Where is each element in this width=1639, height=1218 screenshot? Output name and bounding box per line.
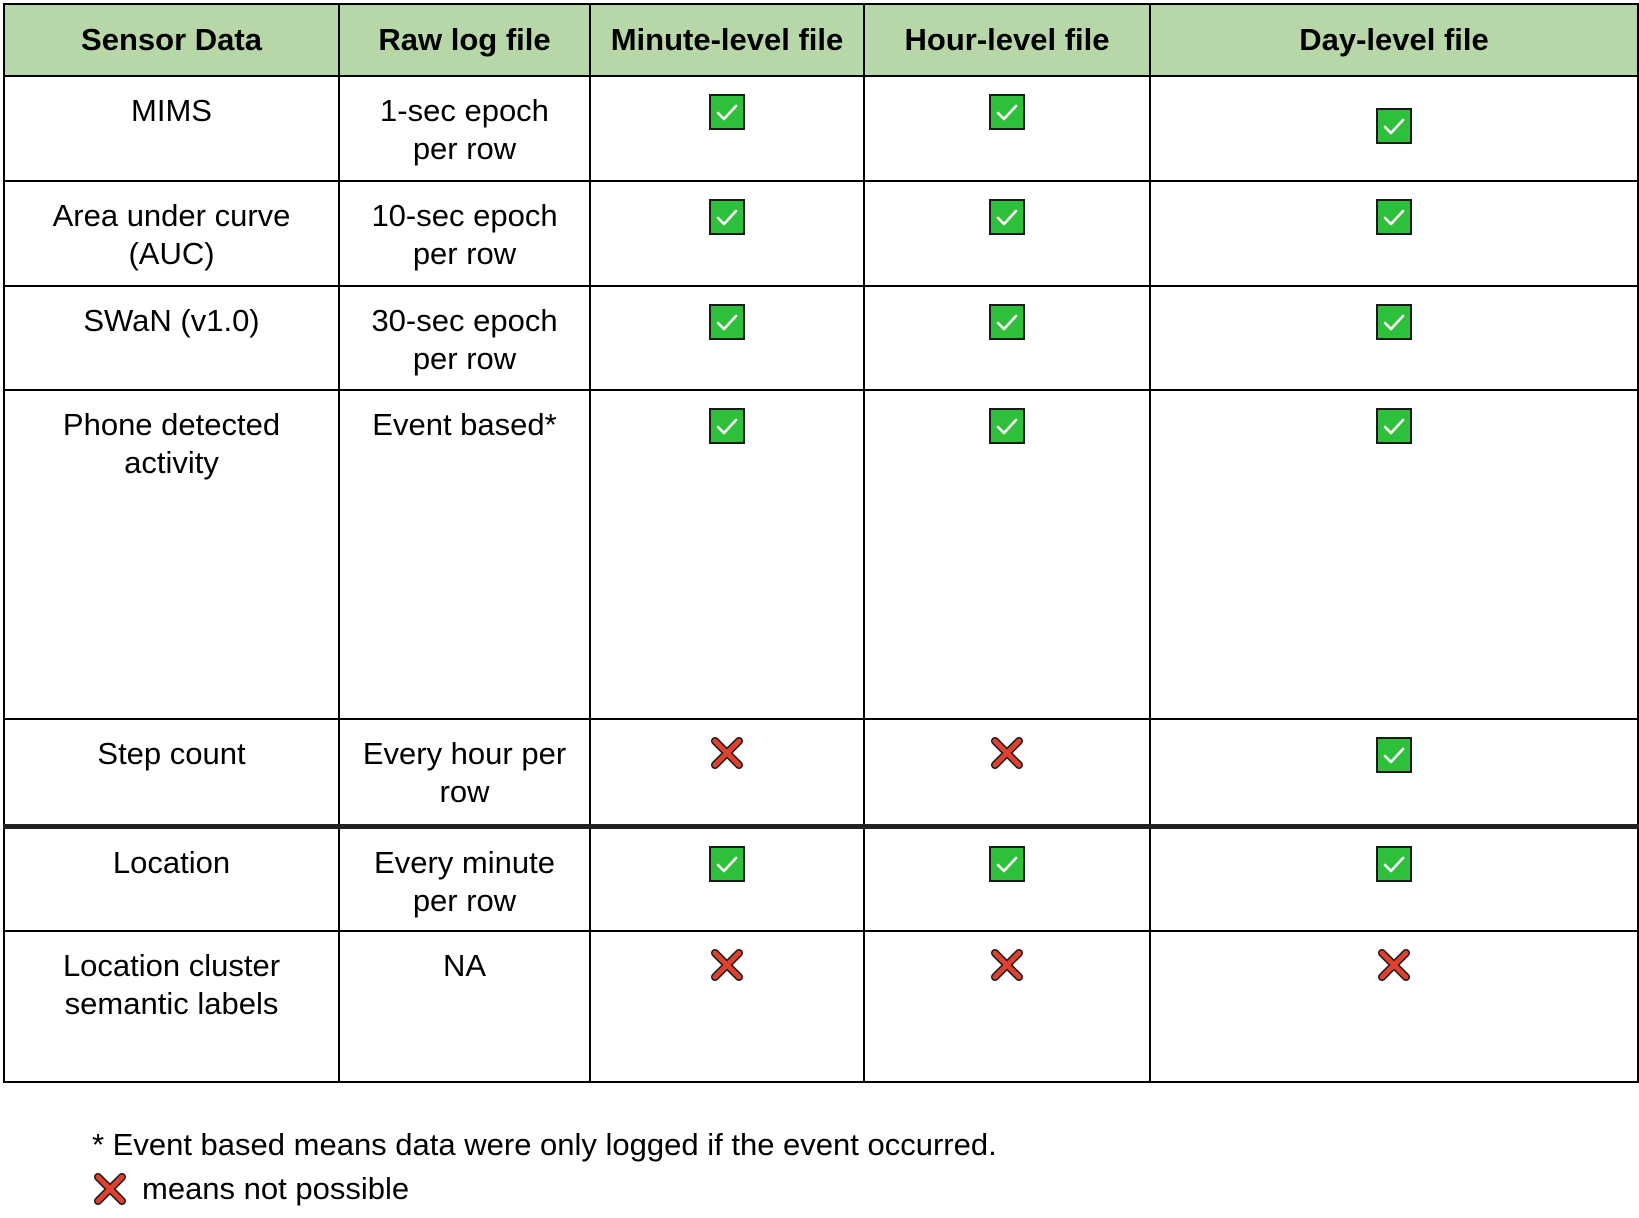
minute-mark-cross-mark-icon	[709, 947, 745, 983]
raw-log-line1: 10-sec epoch	[371, 198, 558, 233]
raw-log-line2: row	[439, 774, 490, 809]
day-level-cell	[1149, 285, 1639, 391]
day-mark-check-mark-icon	[1376, 845, 1412, 882]
raw-log-cell: Every hour per row	[338, 718, 591, 827]
footnote-event-based: * Event based means data were only logge…	[92, 1127, 997, 1162]
header-sensor-data: Sensor Data	[3, 3, 340, 77]
raw-log-line2: per row	[412, 236, 517, 271]
table-row: MIMS 1-sec epoch per row	[3, 75, 1639, 182]
raw-log-cell: NA	[338, 930, 591, 1083]
raw-log-line1: 30-sec epoch	[371, 303, 558, 338]
minute-level-cell	[589, 930, 865, 1083]
sensor-name-line1: Area under curve	[52, 198, 291, 233]
table-row: Step count Every hour per row	[3, 718, 1639, 827]
sensor-cell: Area under curve (AUC)	[3, 180, 340, 287]
sensor-cell: Step count	[3, 718, 340, 827]
hour-mark-cross-mark-icon	[989, 735, 1025, 771]
sensor-cell: SWaN (v1.0)	[3, 285, 340, 391]
raw-log-line2: per row	[412, 341, 517, 376]
raw-log-line1: Every hour per	[362, 736, 567, 771]
sensor-name-line1: Location cluster	[62, 948, 281, 983]
sensor-data-table: Sensor Data Raw log file Minute-level fi…	[3, 3, 1639, 1083]
hour-level-cell	[863, 180, 1151, 287]
minute-mark-check-mark-icon	[709, 304, 745, 340]
raw-log-line1: NA	[442, 948, 487, 983]
minute-mark-check-mark-icon	[709, 408, 745, 444]
sensor-cell: Location	[3, 823, 340, 932]
minute-level-cell	[589, 389, 865, 720]
minute-level-cell	[589, 718, 865, 827]
cross-mark-icon	[92, 1171, 128, 1207]
sensor-name-line2: (AUC)	[128, 236, 215, 271]
hour-level-cell	[863, 75, 1151, 182]
table-row: Location cluster semantic labels NA	[3, 930, 1639, 1083]
raw-log-cell: Event based*	[338, 389, 591, 720]
day-mark-check-mark-icon	[1376, 108, 1412, 144]
hour-level-cell	[863, 823, 1151, 932]
minute-mark-check-mark-icon	[709, 845, 745, 882]
day-level-cell	[1149, 930, 1639, 1083]
sensor-name-line1: Phone detected	[62, 407, 281, 442]
raw-log-cell: 10-sec epoch per row	[338, 180, 591, 287]
hour-level-cell	[863, 285, 1151, 391]
sensor-name-line1: Step count	[97, 736, 246, 771]
hour-mark-check-mark-icon	[989, 199, 1025, 235]
hour-mark-check-mark-icon	[989, 94, 1025, 130]
minute-mark-check-mark-icon	[709, 199, 745, 235]
raw-log-cell: 1-sec epoch per row	[338, 75, 591, 182]
minute-level-cell	[589, 75, 865, 182]
table-row: Phone detected activity Event based*	[3, 389, 1639, 720]
day-mark-check-mark-icon	[1376, 304, 1412, 340]
header-day-level-file: Day-level file	[1149, 3, 1639, 77]
header-minute-level-file: Minute-level file	[589, 3, 865, 77]
day-mark-cross-mark-icon	[1376, 947, 1412, 983]
table-row: SWaN (v1.0) 30-sec epoch per row	[3, 285, 1639, 391]
footnote-not-possible: means not possible	[92, 1170, 409, 1208]
table-row: Location Every minute per row	[3, 823, 1639, 932]
sensor-name-line2: semantic labels	[64, 986, 279, 1021]
hour-mark-check-mark-icon	[989, 408, 1025, 444]
sensor-name-line1: SWaN (v1.0)	[83, 303, 260, 338]
footnote-not-possible-text: means not possible	[142, 1171, 410, 1206]
day-mark-check-mark-icon	[1376, 199, 1412, 235]
raw-log-line1: 1-sec epoch	[380, 93, 549, 128]
header-hour-level-file: Hour-level file	[863, 3, 1151, 77]
raw-log-line2: per row	[412, 131, 517, 166]
table-row: Area under curve (AUC) 10-sec epoch per …	[3, 180, 1639, 287]
raw-log-line1: Every minute	[374, 844, 555, 880]
minute-level-cell	[589, 180, 865, 287]
sensor-name-line1: Location	[112, 844, 231, 880]
day-level-cell	[1149, 75, 1639, 182]
raw-log-line2: per row	[412, 882, 517, 918]
raw-log-cell: 30-sec epoch per row	[338, 285, 591, 391]
sensor-cell: Phone detected activity	[3, 389, 340, 720]
hour-mark-check-mark-icon	[989, 845, 1025, 882]
hour-level-cell	[863, 389, 1151, 720]
hour-level-cell	[863, 930, 1151, 1083]
sensor-cell: MIMS	[3, 75, 340, 182]
minute-mark-check-mark-icon	[709, 94, 745, 130]
minute-level-cell	[589, 823, 865, 932]
sensor-cell: Location cluster semantic labels	[3, 930, 340, 1083]
day-mark-check-mark-icon	[1376, 408, 1412, 444]
sensor-name-line1: MIMS	[131, 93, 212, 128]
hour-mark-cross-mark-icon	[989, 947, 1025, 983]
table-header-row: Sensor Data Raw log file Minute-level fi…	[3, 3, 1639, 77]
hour-level-cell	[863, 718, 1151, 827]
minute-level-cell	[589, 285, 865, 391]
raw-log-cell: Every minute per row	[338, 823, 591, 932]
hour-mark-check-mark-icon	[989, 304, 1025, 340]
header-raw-log-file: Raw log file	[338, 3, 591, 77]
sensor-name-line2: activity	[124, 445, 219, 480]
day-level-cell	[1149, 718, 1639, 827]
raw-log-line1: Event based*	[372, 407, 557, 442]
day-level-cell	[1149, 180, 1639, 287]
day-level-cell	[1149, 823, 1639, 932]
day-level-cell	[1149, 389, 1639, 720]
day-mark-check-mark-icon	[1376, 737, 1412, 773]
minute-mark-cross-mark-icon	[709, 735, 745, 771]
